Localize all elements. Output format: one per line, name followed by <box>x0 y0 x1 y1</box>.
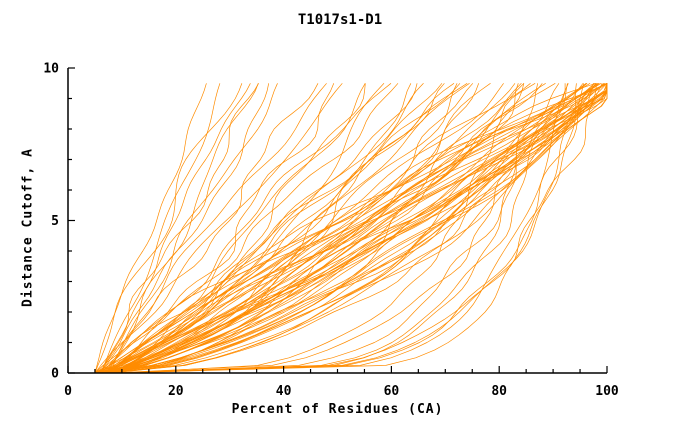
svg-text:10: 10 <box>43 62 59 77</box>
svg-text:60: 60 <box>384 384 400 399</box>
svg-text:80: 80 <box>491 384 507 399</box>
svg-text:0: 0 <box>51 367 59 382</box>
svg-text:100: 100 <box>595 384 619 399</box>
svg-text:0: 0 <box>64 384 72 399</box>
chart-title: T1017s1-D1 <box>297 12 383 28</box>
svg-text:20: 20 <box>168 384 184 399</box>
svg-text:40: 40 <box>276 384 292 399</box>
svg-text:5: 5 <box>51 214 59 229</box>
x-axis-label: Percent of Residues (CA) <box>231 402 444 417</box>
y-axis-label: Distance Cutoff, A <box>20 148 36 307</box>
